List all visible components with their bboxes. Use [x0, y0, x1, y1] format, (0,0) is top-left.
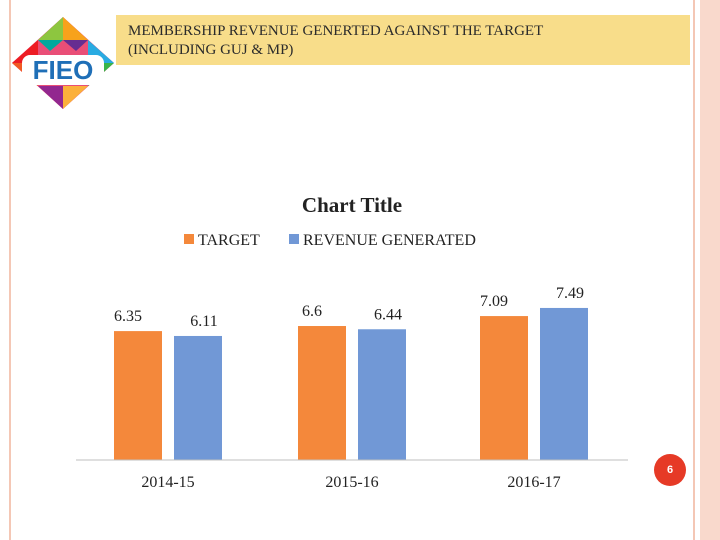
chart-legend: TARGET REVENUE GENERATED — [184, 232, 476, 249]
bar-revenue-2014-15 — [174, 335, 222, 460]
data-label-target-2016-17: 7.09 — [480, 293, 508, 310]
slide-title-line2: (INCLUDING GUJ & MP) — [128, 42, 294, 58]
bar-target-2016-17 — [480, 316, 528, 460]
legend-label-target: TARGET — [198, 232, 260, 249]
x-tick-label: 2016-17 — [507, 474, 560, 491]
x-axis-ticks: 2014-15 2015-16 2016-17 — [141, 474, 560, 491]
bar-revenue-2016-17 — [540, 307, 588, 460]
chart-data-labels: 6.35 6.11 6.6 6.44 7.09 7.49 — [114, 285, 584, 330]
slide-title-line1: MEMBERSHIP REVENUE GENERTED AGAINST THE … — [128, 23, 544, 39]
legend-swatch-target — [184, 234, 194, 244]
data-label-target-2014-15: 6.35 — [114, 308, 142, 325]
title-bar — [116, 15, 690, 65]
slide-title: MEMBERSHIP REVENUE GENERTED AGAINST THE … — [128, 22, 678, 60]
chart-bars — [114, 307, 588, 460]
bar-target-2014-15 — [114, 331, 162, 460]
chart-title: Chart Title — [302, 193, 402, 217]
legend-swatch-revenue — [289, 234, 299, 244]
x-tick-label: 2015-16 — [325, 474, 378, 491]
bar-revenue-2015-16 — [358, 329, 406, 460]
svg-text:FIEO: FIEO — [33, 55, 94, 85]
data-label-target-2015-16: 6.6 — [302, 303, 322, 320]
data-label-revenue-2014-15: 6.11 — [190, 313, 217, 330]
right-decor-strip — [700, 0, 720, 540]
data-label-revenue-2016-17: 7.49 — [556, 285, 584, 302]
slide-border — [9, 0, 695, 540]
bar-target-2015-16 — [298, 326, 346, 460]
x-tick-label: 2014-15 — [141, 474, 194, 491]
legend-label-revenue: REVENUE GENERATED — [303, 232, 476, 249]
data-label-revenue-2015-16: 6.44 — [374, 306, 402, 323]
fieo-logo: FIEO — [12, 17, 114, 109]
page-number-badge: 6 — [654, 454, 686, 486]
